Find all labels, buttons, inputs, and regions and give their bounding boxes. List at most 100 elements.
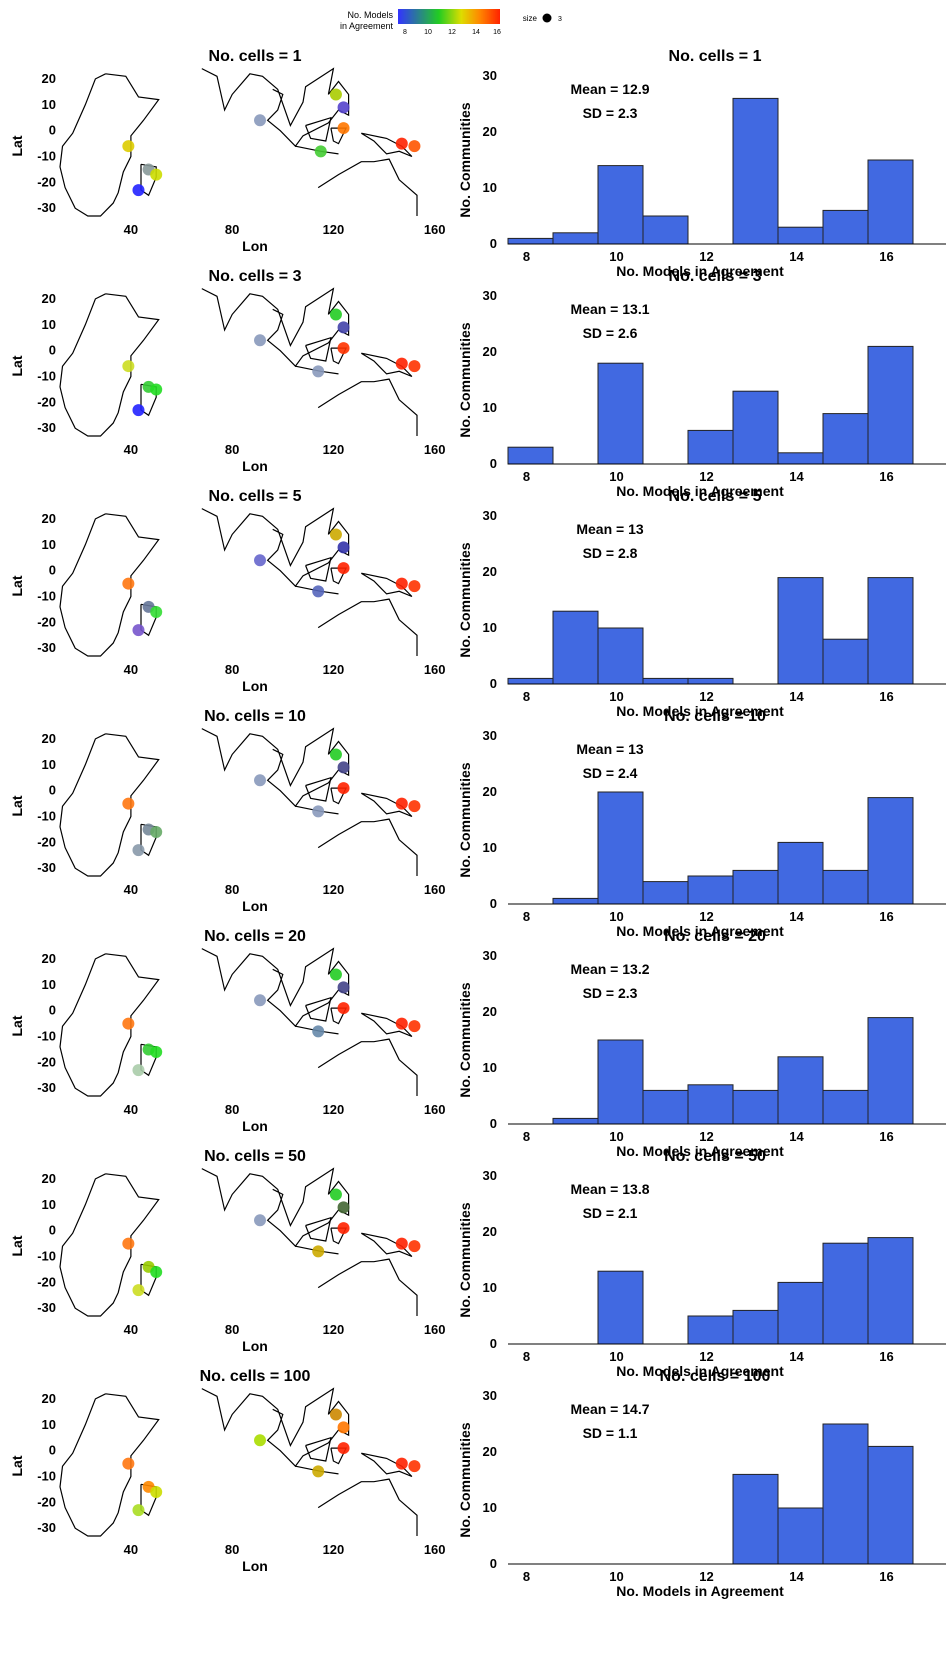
hist-bar [777, 577, 824, 685]
lat-tick-label: 20 [42, 1171, 56, 1186]
hist-ytick-label: 10 [483, 400, 497, 415]
map-xlabel: Lon [242, 678, 268, 694]
map-point [150, 168, 163, 181]
coastline [59, 513, 160, 657]
map-point [150, 606, 163, 619]
map-ylabel: Lat [9, 575, 25, 596]
hist-xlabel: No. Models in Agreement [616, 1143, 784, 1159]
hist-ytick-label: 10 [483, 180, 497, 195]
hist-bar [507, 677, 554, 685]
lat-tick-label: -30 [37, 1300, 56, 1315]
map-ylabel: Lat [9, 1015, 25, 1036]
hist-xtick-label: 10 [609, 689, 623, 704]
lat-tick-label: -10 [37, 1249, 56, 1264]
hist-ytick-label: 30 [483, 948, 497, 963]
hist-bar [732, 869, 779, 905]
lat-tick-label: 0 [49, 343, 56, 358]
hist-xtick-label: 16 [879, 249, 893, 264]
map-point [337, 541, 350, 554]
hist-bar [867, 1017, 914, 1125]
hist-bar [867, 797, 914, 905]
lat-tick-label: -10 [37, 809, 56, 824]
map-point [132, 1284, 145, 1297]
hist-xlabel: No. Models in Agreement [616, 923, 784, 939]
lat-tick-label: 0 [49, 1443, 56, 1458]
map-point [122, 1017, 135, 1030]
lon-tick-label: 80 [225, 662, 239, 677]
hist-bar [507, 446, 554, 465]
map-panel: No. cells = 1 20 10 0 -10 -20 -30 40 80 120 160 Lat… [9, 48, 446, 254]
size-legend-label: size [523, 14, 538, 23]
hist-xtick-label: 8 [523, 1129, 530, 1144]
hist-ytick-label: 20 [483, 1004, 497, 1019]
coastline [59, 1393, 160, 1537]
map-point [254, 994, 266, 1007]
hist-bar [687, 429, 734, 465]
hist-title: No. cells = 20 [664, 928, 766, 945]
hist-xtick-label: 14 [789, 469, 804, 484]
map-title: No. cells = 20 [204, 928, 306, 945]
hist-xtick-label: 14 [789, 249, 804, 264]
map-point [337, 1421, 350, 1434]
map-ylabel: Lat [9, 1235, 25, 1256]
hist-bar [822, 209, 869, 245]
hist-xtick-label: 16 [879, 689, 893, 704]
map-point [314, 145, 327, 158]
hist-xlabel: No. Models in Agreement [616, 1363, 784, 1379]
lat-tick-label: -20 [37, 1274, 56, 1289]
hist-ylabel: No. Communities [457, 1202, 473, 1317]
lat-tick-label: -20 [37, 1494, 56, 1509]
hist-mean-label: Mean = 13 [576, 521, 644, 537]
colorbar-tick: 12 [448, 29, 456, 36]
histogram-panel: No. cells = 50 Mean = 13.8 SD = 2.1 0 10 20 30… [457, 1148, 946, 1379]
figure-legend: No. Models in Agreement 8 10 12 14 16 si… [340, 9, 562, 36]
hist-ytick-label: 10 [483, 620, 497, 635]
coastline [201, 1167, 350, 1248]
hist-ytick-label: 10 [483, 840, 497, 855]
coastline [201, 947, 350, 1028]
lon-tick-label: 80 [225, 882, 239, 897]
map-point [312, 805, 325, 818]
colorbar-label-line1: No. Models [347, 10, 393, 20]
map-point [122, 140, 135, 153]
hist-title: No. cells = 1 [669, 48, 762, 65]
hist-ylabel: No. Communities [457, 542, 473, 657]
map-point [337, 562, 350, 575]
map-point [132, 1064, 145, 1077]
histogram-panel: No. cells = 1 Mean = 12.9 SD = 2.3 0 10 20 30 N… [457, 48, 946, 279]
colorbar [398, 9, 500, 24]
hist-ytick-label: 10 [483, 1280, 497, 1295]
coastline [201, 287, 350, 368]
colorbar-tick: 16 [493, 29, 501, 36]
lat-tick-label: 10 [42, 757, 56, 772]
hist-bar [507, 237, 554, 245]
map-point [122, 797, 135, 810]
lon-tick-label: 120 [323, 1102, 345, 1117]
map-point [337, 1201, 350, 1214]
coastline [317, 598, 418, 656]
map-point [408, 1020, 421, 1033]
map-point [254, 774, 266, 787]
hist-xtick-label: 14 [789, 909, 804, 924]
map-point [395, 577, 408, 590]
lon-tick-label: 80 [225, 1322, 239, 1337]
map-point [329, 748, 342, 761]
lat-tick-label: 0 [49, 1003, 56, 1018]
hist-mean-label: Mean = 13.1 [571, 301, 650, 317]
map-xlabel: Lon [242, 1118, 268, 1134]
hist-bar [597, 165, 644, 245]
lat-tick-label: 20 [42, 511, 56, 526]
lon-tick-label: 40 [124, 1322, 138, 1337]
map-point [122, 577, 135, 590]
map-point [337, 342, 350, 355]
map-point [337, 101, 350, 114]
hist-ytick-label: 20 [483, 1224, 497, 1239]
coastline [317, 1038, 418, 1096]
map-point [150, 383, 163, 396]
hist-bar [597, 791, 644, 905]
coastline [59, 1173, 160, 1317]
